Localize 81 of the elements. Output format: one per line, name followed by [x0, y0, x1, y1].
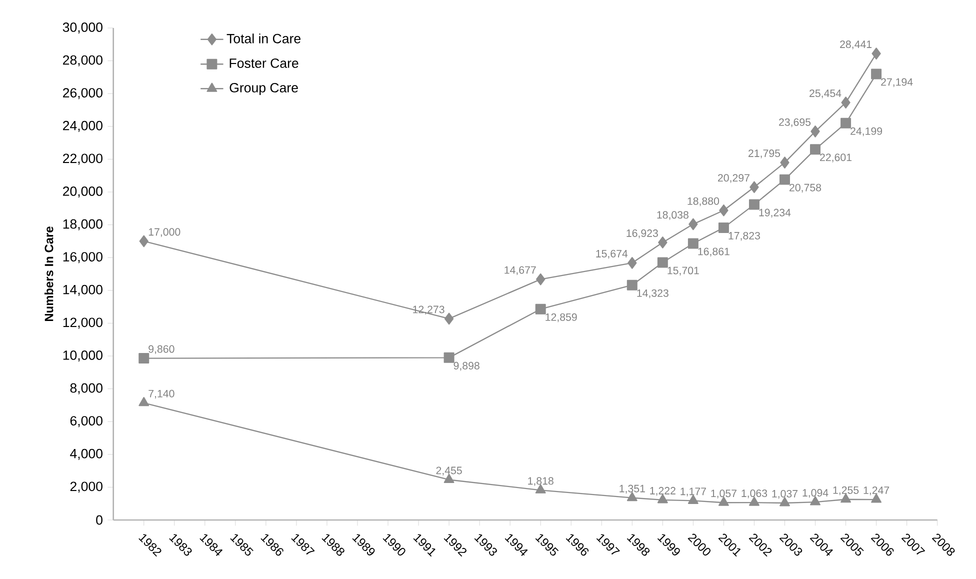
point: [626, 280, 638, 291]
data-label: 18,880: [688, 198, 720, 206]
legend-label: Group Care: [230, 83, 298, 96]
data-label: 9,898: [454, 362, 480, 371]
y-tick-label: 6,000: [70, 416, 102, 428]
data-label: 9,860: [148, 345, 174, 354]
data-label: 22,601: [820, 154, 852, 163]
data-label: 1,063: [742, 490, 768, 498]
point: [871, 68, 882, 80]
data-label: 16,861: [698, 248, 730, 257]
data-label: 23,695: [779, 118, 811, 128]
data-label: 18,038: [657, 211, 688, 220]
point: [657, 257, 668, 268]
point: [444, 352, 454, 364]
y-tick-label: 16,000: [63, 252, 102, 264]
data-label: 21,795: [748, 150, 780, 158]
data-label: 20,297: [718, 174, 750, 184]
y-tick-label: 10,000: [63, 350, 102, 362]
point: [718, 222, 729, 234]
y-tick-label: 22,000: [63, 154, 102, 165]
data-label: 1,177: [680, 488, 706, 497]
point: [139, 235, 148, 248]
y-axis-title: Numbers In Care: [44, 226, 54, 322]
data-label: 15,674: [596, 250, 628, 259]
data-label: 14,677: [504, 266, 536, 276]
data-label: 1,247: [864, 486, 890, 496]
data-label: 14,323: [637, 290, 668, 298]
point: [780, 156, 790, 169]
point: [841, 96, 850, 109]
y-tick-label: 20,000: [63, 186, 102, 198]
point: [138, 397, 150, 406]
data-label: 1,057: [711, 490, 736, 499]
data-label: 17,000: [148, 228, 180, 238]
y-tick-label: 28,000: [63, 55, 102, 66]
point: [748, 199, 760, 210]
y-tick-label: 8,000: [70, 383, 102, 394]
data-label: 12,273: [413, 306, 444, 315]
point: [688, 218, 698, 230]
data-label: 24,199: [850, 128, 882, 136]
data-label: 19,234: [759, 208, 791, 218]
point: [536, 274, 546, 286]
point: [658, 236, 668, 249]
data-label: 17,823: [728, 232, 760, 241]
data-label: 1,094: [802, 489, 828, 498]
data-label: 25,454: [810, 90, 842, 98]
point: [535, 304, 546, 315]
data-label: 27,194: [881, 78, 913, 88]
y-tick-label: 24,000: [63, 121, 102, 132]
data-label: 16,923: [626, 230, 658, 238]
data-label: 1,222: [650, 487, 676, 496]
legend-label: Foster Care: [230, 58, 298, 68]
legend-label: Total in Care: [226, 34, 300, 44]
y-tick-label: 30,000: [62, 22, 102, 34]
y-tick-label: 26,000: [63, 88, 102, 100]
data-label: 1,818: [528, 477, 554, 486]
point: [810, 144, 821, 155]
data-label: 12,859: [546, 314, 577, 322]
data-label: 2,455: [436, 466, 462, 476]
y-tick-label: 12,000: [63, 318, 102, 329]
data-label: 1,255: [833, 486, 859, 496]
data-label: 20,758: [790, 184, 822, 193]
point: [750, 181, 759, 194]
data-label: 1,037: [772, 490, 798, 499]
y-tick-label: 4,000: [70, 449, 102, 460]
point: [779, 174, 790, 185]
point: [688, 238, 698, 249]
point: [444, 312, 454, 325]
point: [810, 126, 820, 138]
y-tick-label: 0: [96, 515, 102, 525]
point: [840, 118, 852, 129]
y-tick-label: 18,000: [63, 219, 102, 230]
point: [628, 257, 637, 270]
point: [872, 48, 881, 60]
data-label: 1,351: [620, 484, 645, 494]
point: [719, 204, 728, 216]
data-label: 15,701: [668, 266, 699, 276]
data-label: 28,441: [840, 40, 872, 50]
y-tick-label: 2,000: [70, 482, 102, 493]
point: [138, 353, 150, 364]
data-label: 7,140: [148, 390, 174, 399]
y-tick-label: 14,000: [63, 285, 102, 296]
